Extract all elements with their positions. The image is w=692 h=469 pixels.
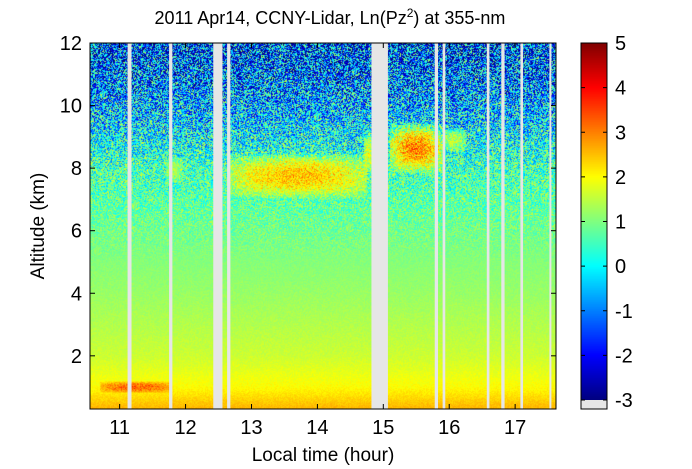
no-data-gap-2 xyxy=(169,43,173,409)
no-data-gap-6 xyxy=(434,43,439,409)
no-data-gap-3 xyxy=(213,43,223,409)
no-data-gap-10 xyxy=(520,43,524,409)
chart-title-suffix: ) at 355-nm xyxy=(413,8,505,28)
colorbar-tick-label: 1 xyxy=(615,212,626,234)
chart-title-main: 2011 Apr14, CCNY-Lidar, Ln(Pz xyxy=(155,8,407,28)
y-tick-label: 8 xyxy=(71,158,82,180)
colorbar: -3 -2 -1 0 1 2 3 4 5 xyxy=(580,33,633,412)
colorbar-tick-label: -1 xyxy=(615,301,633,323)
colorbar-tick-label: -3 xyxy=(615,390,633,412)
y-tick-label: 12 xyxy=(60,33,82,55)
x-tick-label: 15 xyxy=(372,417,394,439)
colorbar-gradient xyxy=(581,43,607,400)
no-data-gap-1 xyxy=(127,43,132,409)
y-axis-label: Altitude (km) xyxy=(28,173,49,280)
chart-title: 2011 Apr14, CCNY-Lidar, Ln(Pz2) at 355-n… xyxy=(155,6,506,28)
x-tick-label: 17 xyxy=(504,417,526,439)
colorbar-frame xyxy=(580,42,608,410)
colorbar-tick-label: 4 xyxy=(615,78,626,100)
no-data-gap-9 xyxy=(501,43,505,409)
x-axis-label: Local time (hour) xyxy=(252,445,395,466)
plot-frame xyxy=(89,42,557,410)
y-axis-ticks: 2 4 6 8 10 12 xyxy=(60,33,556,368)
colorbar-tick-label: 5 xyxy=(615,33,626,55)
x-tick-label: 16 xyxy=(438,417,460,439)
plot-area: 11 12 13 14 15 16 17 2 4 6 8 10 12 xyxy=(60,33,557,439)
y-tick-label: 10 xyxy=(60,96,82,118)
x-axis-ticks: 11 12 13 14 15 16 17 xyxy=(109,43,526,439)
lidar-heatmap xyxy=(90,43,556,409)
colorbar-tick-label: -2 xyxy=(615,345,633,367)
no-data-gap-8 xyxy=(486,43,490,409)
no-data-gap-5 xyxy=(371,43,388,409)
x-tick-label: 13 xyxy=(240,417,262,439)
chart-title-superscript: 2 xyxy=(407,6,414,20)
x-tick-label: 11 xyxy=(109,417,130,439)
no-data-gaps xyxy=(127,43,552,409)
y-tick-label: 6 xyxy=(71,221,82,243)
x-tick-label: 14 xyxy=(306,417,328,439)
no-data-gap-4 xyxy=(227,43,231,409)
colorbar-tick-label: 0 xyxy=(615,256,626,278)
no-data-gap-11 xyxy=(549,43,552,409)
y-tick-label: 2 xyxy=(71,346,82,368)
y-tick-label: 4 xyxy=(71,283,82,305)
x-tick-label: 12 xyxy=(174,417,196,439)
colorbar-ticks: -3 -2 -1 0 1 2 3 4 5 xyxy=(581,33,633,412)
no-data-gap-7 xyxy=(442,43,446,409)
colorbar-tick-label: 3 xyxy=(615,122,626,144)
colorbar-no-data-swatch xyxy=(581,400,607,409)
colorbar-tick-label: 2 xyxy=(615,167,626,189)
